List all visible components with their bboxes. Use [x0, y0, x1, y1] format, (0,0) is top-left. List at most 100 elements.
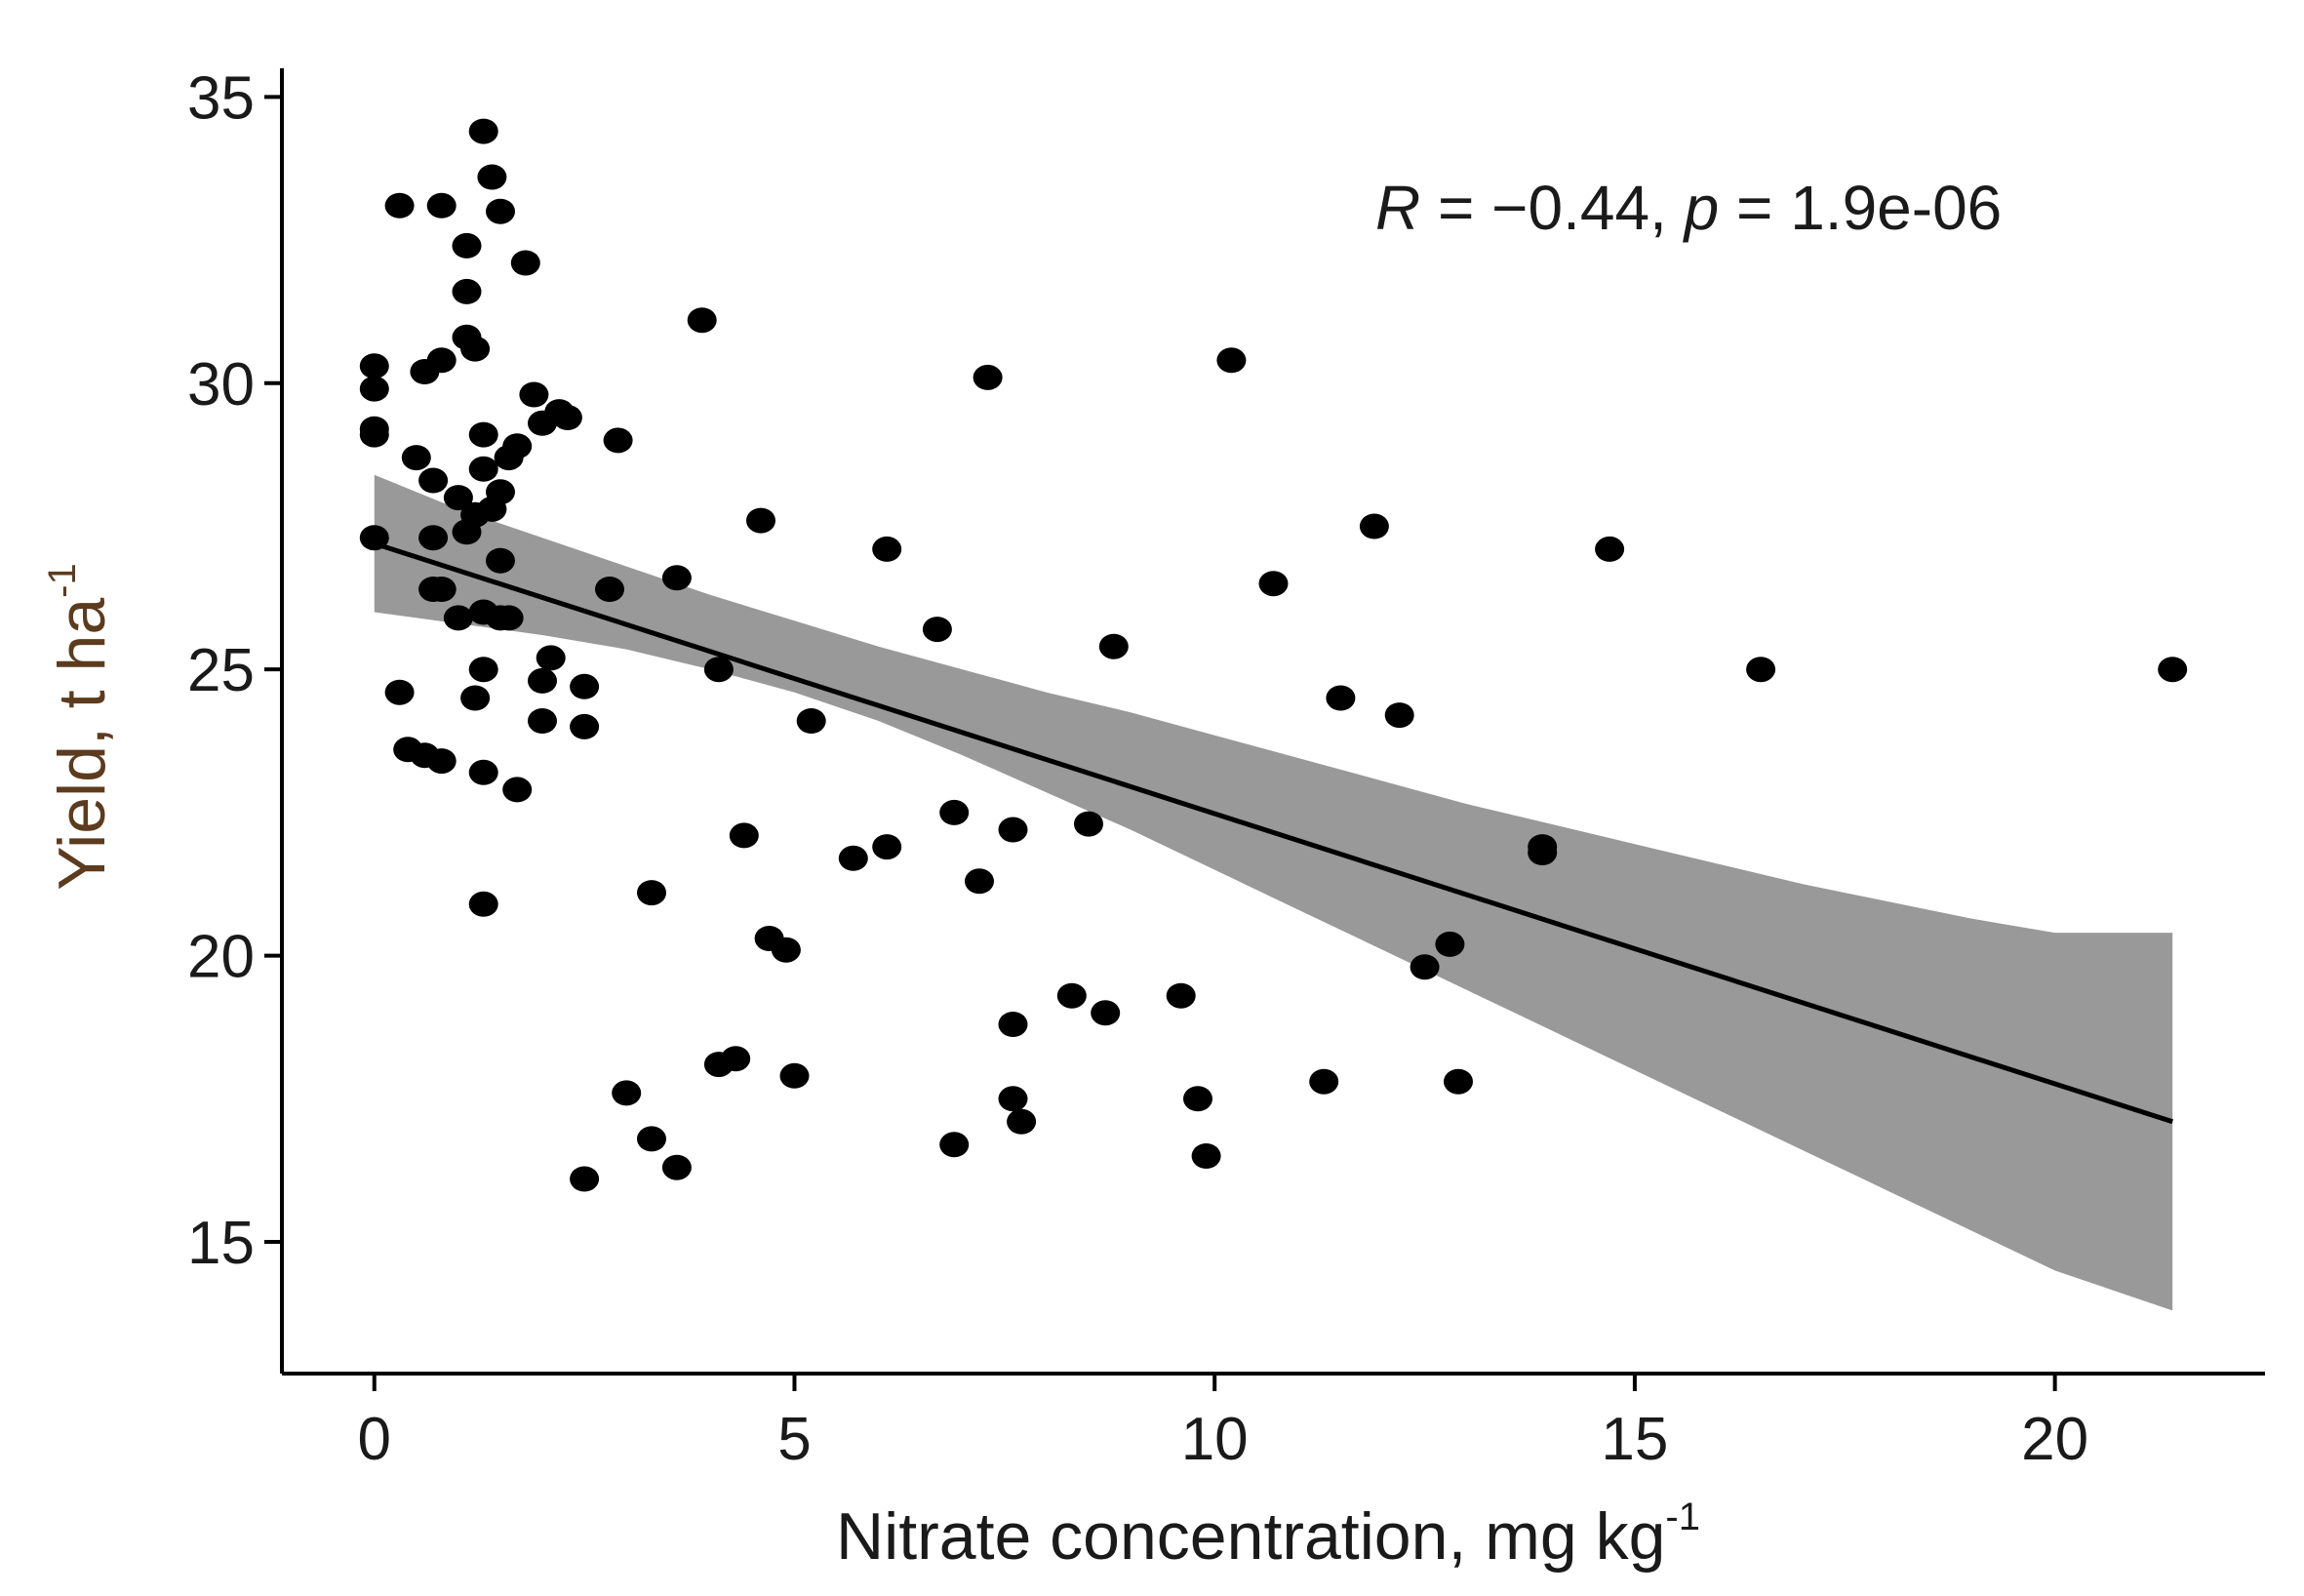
annotation-r-label: R [1375, 173, 1420, 243]
annotation-p-value: = 1.9e-06 [1719, 173, 2002, 243]
data-point [552, 405, 582, 430]
data-point [703, 657, 734, 683]
x-axis-title-superscript: -1 [1665, 1496, 1700, 1538]
data-point [477, 164, 507, 190]
data-points-layer [359, 118, 2188, 1192]
data-point [603, 427, 633, 454]
y-axis-title: Yield, t ha-1 [41, 563, 119, 890]
data-point [452, 278, 482, 304]
data-point [486, 547, 515, 574]
data-point [468, 759, 498, 785]
data-point [779, 1062, 810, 1089]
y-axis-title-text: Yield, t ha [45, 598, 119, 891]
data-point [570, 1166, 600, 1192]
data-point [528, 708, 557, 734]
data-point [1444, 1068, 1473, 1095]
data-point [468, 118, 498, 144]
data-point [1007, 1108, 1037, 1135]
y-tick-label: 35 [187, 64, 255, 132]
data-point [612, 1080, 642, 1106]
data-point [401, 445, 431, 471]
data-point [1183, 1086, 1212, 1112]
y-tick-label: 15 [187, 1210, 255, 1277]
data-point [721, 1046, 751, 1072]
y-axis-title-superscript: -1 [41, 563, 84, 598]
data-point [595, 577, 624, 602]
x-axis-title: Nitrate concentration, mg kg-1 [836, 1496, 1700, 1574]
data-point [468, 456, 498, 482]
data-point [452, 232, 482, 259]
data-point [426, 577, 457, 602]
data-point [771, 937, 801, 963]
data-point [1384, 702, 1414, 729]
correlation-annotation: R = −0.44, p = 1.9e-06 [1375, 173, 2002, 243]
data-point [1359, 513, 1389, 539]
data-point [998, 817, 1028, 843]
x-axis-title-text: Nitrate concentration, mg kg [836, 1499, 1665, 1574]
data-point [973, 364, 1003, 390]
data-point [486, 198, 515, 224]
data-point [1326, 685, 1356, 711]
y-tick-label: 30 [187, 351, 255, 419]
data-point [872, 834, 902, 860]
data-point [528, 667, 557, 694]
data-point [418, 467, 449, 494]
data-point [510, 250, 540, 276]
annotation-p-label: p [1683, 173, 1720, 243]
y-tick-label: 25 [187, 637, 255, 704]
data-point [1098, 633, 1129, 659]
data-point [687, 307, 717, 334]
x-tick-label: 15 [1601, 1406, 1668, 1473]
data-point [1528, 834, 1558, 860]
data-point [637, 1126, 666, 1152]
data-point [460, 685, 491, 711]
data-point [536, 645, 566, 671]
data-point [468, 657, 498, 683]
x-tick-label: 20 [2021, 1406, 2088, 1473]
data-point [872, 536, 902, 562]
data-point [384, 192, 415, 219]
data-point [502, 777, 533, 803]
data-point [1091, 1000, 1121, 1026]
labels-layer: 0 5 10 15 20 15 20 25 30 35 [187, 64, 2088, 1473]
data-point [965, 868, 994, 895]
data-point [661, 1154, 692, 1180]
data-point [359, 421, 389, 448]
data-point [838, 845, 868, 871]
data-point [661, 565, 692, 591]
regression-line-layer [373, 540, 2174, 1125]
data-point [939, 799, 970, 825]
data-point [452, 519, 482, 545]
data-point [418, 525, 449, 551]
data-point [359, 376, 389, 402]
data-point [939, 1132, 970, 1158]
data-point [1258, 571, 1289, 597]
data-point [1595, 536, 1625, 562]
data-point [922, 617, 952, 643]
data-point [359, 353, 389, 379]
data-point [443, 605, 473, 631]
data-point [729, 822, 759, 849]
data-point [426, 192, 457, 219]
data-point [384, 679, 415, 705]
data-point [1216, 347, 1247, 374]
data-point [494, 605, 524, 631]
confidence-band [374, 474, 2173, 1311]
data-point [637, 880, 666, 906]
data-point [494, 445, 524, 471]
data-point [1746, 657, 1776, 683]
data-point [468, 421, 498, 448]
data-point [468, 891, 498, 917]
data-point [570, 713, 600, 739]
data-point [746, 507, 775, 534]
data-point [1191, 1143, 1221, 1169]
data-point [1435, 931, 1465, 957]
data-point [359, 525, 389, 551]
x-tick-label: 5 [777, 1406, 811, 1473]
data-point [460, 336, 491, 362]
confidence-band-layer [374, 474, 2173, 1311]
data-point [443, 485, 473, 511]
data-point [426, 347, 457, 374]
y-tick-label: 20 [187, 924, 255, 991]
